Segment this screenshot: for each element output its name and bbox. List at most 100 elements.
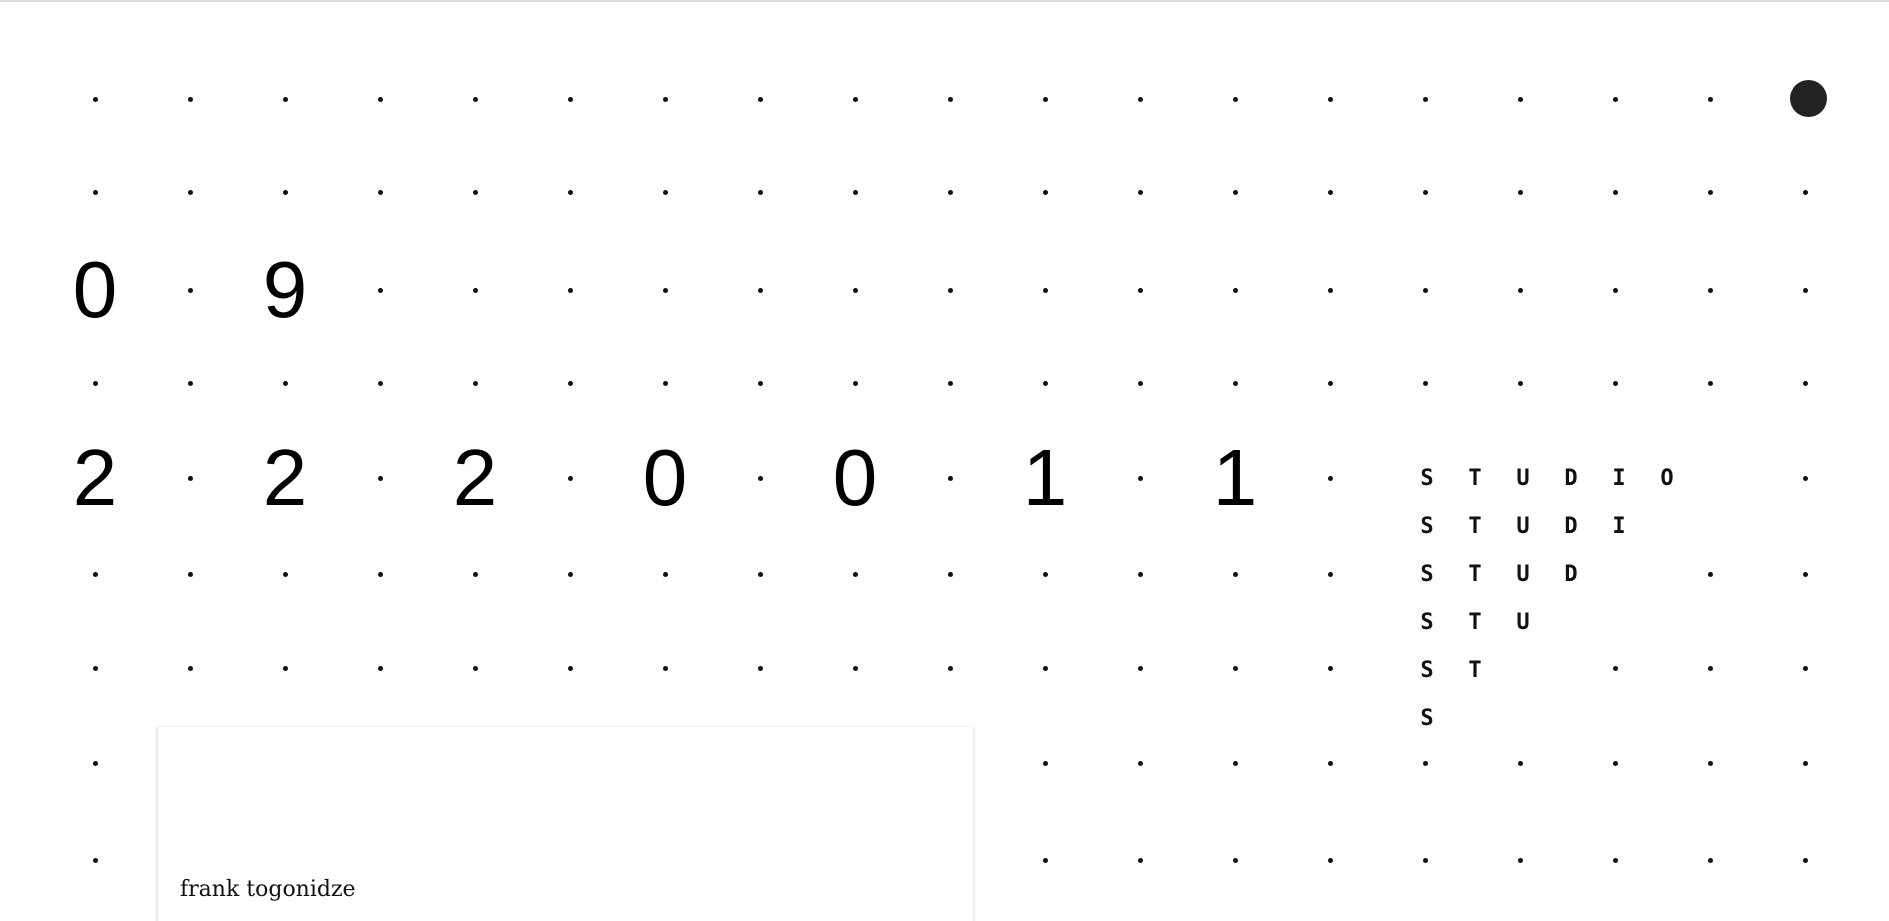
grid-dot-mark <box>852 380 858 386</box>
grid-dot-mark <box>377 189 383 195</box>
grid-dot <box>1110 162 1170 222</box>
grid-dot-mark <box>282 571 288 577</box>
grid-dot-mark <box>1327 857 1333 863</box>
studio-letter: S <box>1420 562 1434 587</box>
grid-dot <box>1205 260 1265 320</box>
grid-dot <box>1490 69 1550 129</box>
grid-dot-mark <box>757 189 763 195</box>
grid-dot <box>1015 830 1075 890</box>
studio-letter: T <box>1468 514 1482 539</box>
grid-dot-mark <box>1327 189 1333 195</box>
grid-dot-mark <box>1707 760 1713 766</box>
grid-dot-mark <box>1137 665 1143 671</box>
grid-dot-mark <box>1707 857 1713 863</box>
studio-letter: S <box>1420 706 1434 731</box>
grid-dot-mark <box>1327 96 1333 102</box>
studio-letter: S <box>1420 610 1434 635</box>
grid-dot <box>65 733 125 793</box>
grid-dot <box>160 638 220 698</box>
grid-dot <box>1015 638 1075 698</box>
author-name: frank togonidze <box>180 877 356 902</box>
grid-dot-mark <box>1327 287 1333 293</box>
grid-dot <box>1015 544 1075 604</box>
grid-dot-mark <box>662 287 668 293</box>
grid-dot-mark <box>377 571 383 577</box>
grid-dot-mark <box>662 665 668 671</box>
grid-dot-mark <box>1137 760 1143 766</box>
digit-cell: 0 <box>635 438 695 518</box>
grid-dot-mark <box>1042 287 1048 293</box>
grid-dot-mark <box>947 475 953 481</box>
grid-dot-mark <box>1422 96 1428 102</box>
studio-letter: T <box>1468 658 1482 683</box>
grid-dot <box>350 162 410 222</box>
grid-dot <box>1585 353 1645 413</box>
grid-dot-mark <box>1802 760 1808 766</box>
grid-dot-mark <box>1422 760 1428 766</box>
grid-dot-mark <box>1802 475 1808 481</box>
grid-dot-mark <box>1612 380 1618 386</box>
grid-dot-mark <box>947 189 953 195</box>
grid-dot-mark <box>1232 189 1238 195</box>
grid-dot-mark <box>1517 189 1523 195</box>
grid-dot <box>255 353 315 413</box>
grid-dot-mark <box>567 665 573 671</box>
grid-dot-mark <box>282 96 288 102</box>
grid-dot <box>1110 638 1170 698</box>
digit-cell: 2 <box>445 438 505 518</box>
grid-dot <box>445 638 505 698</box>
grid-dot <box>65 162 125 222</box>
grid-dot-mark <box>757 96 763 102</box>
grid-dot-mark <box>1802 287 1808 293</box>
grid-dot-mark <box>1137 96 1143 102</box>
grid-dot <box>730 353 790 413</box>
profile-panel: frank togonidze <box>158 727 973 921</box>
grid-dot-mark <box>567 189 573 195</box>
grid-dot <box>730 544 790 604</box>
grid-dot <box>1015 162 1075 222</box>
grid-dot <box>1300 162 1360 222</box>
grid-dot-mark <box>92 571 98 577</box>
studio-letter: T <box>1468 562 1482 587</box>
grid-dot <box>255 544 315 604</box>
grid-dot-mark <box>757 571 763 577</box>
grid-dot <box>1110 830 1170 890</box>
grid-dot <box>350 638 410 698</box>
grid-dot-mark <box>187 96 193 102</box>
grid-dot <box>730 638 790 698</box>
grid-dot-mark <box>1042 571 1048 577</box>
grid-dot-mark <box>1232 760 1238 766</box>
grid-dot-mark <box>852 287 858 293</box>
grid-dot <box>540 260 600 320</box>
grid-dot-mark <box>1042 857 1048 863</box>
filled-circle-icon[interactable] <box>1790 80 1827 117</box>
grid-dot <box>1015 260 1075 320</box>
grid-dot-mark <box>1707 571 1713 577</box>
grid-dot-mark <box>1517 760 1523 766</box>
grid-dot <box>1300 544 1360 604</box>
grid-dot-mark <box>1137 475 1143 481</box>
grid-dot <box>445 353 505 413</box>
grid-dot-mark <box>1042 189 1048 195</box>
studio-letter: T <box>1468 610 1482 635</box>
grid-dot <box>920 353 980 413</box>
grid-dot-mark <box>187 287 193 293</box>
grid-dot-mark <box>1327 475 1333 481</box>
grid-dot <box>1585 260 1645 320</box>
grid-dot <box>730 162 790 222</box>
grid-dot-mark <box>1612 189 1618 195</box>
studio-letter: O <box>1660 466 1674 491</box>
grid-dot-mark <box>377 380 383 386</box>
grid-dot <box>255 69 315 129</box>
grid-dot <box>445 544 505 604</box>
grid-dot-mark <box>1422 380 1428 386</box>
studio-letter: U <box>1516 514 1530 539</box>
grid-dot <box>160 260 220 320</box>
studio-letter: T <box>1468 466 1482 491</box>
grid-dot-mark <box>757 380 763 386</box>
grid-dot <box>1205 733 1265 793</box>
grid-dot-mark <box>1517 380 1523 386</box>
grid-dot <box>65 353 125 413</box>
grid-dot-mark <box>1232 857 1238 863</box>
grid-dot <box>1490 733 1550 793</box>
